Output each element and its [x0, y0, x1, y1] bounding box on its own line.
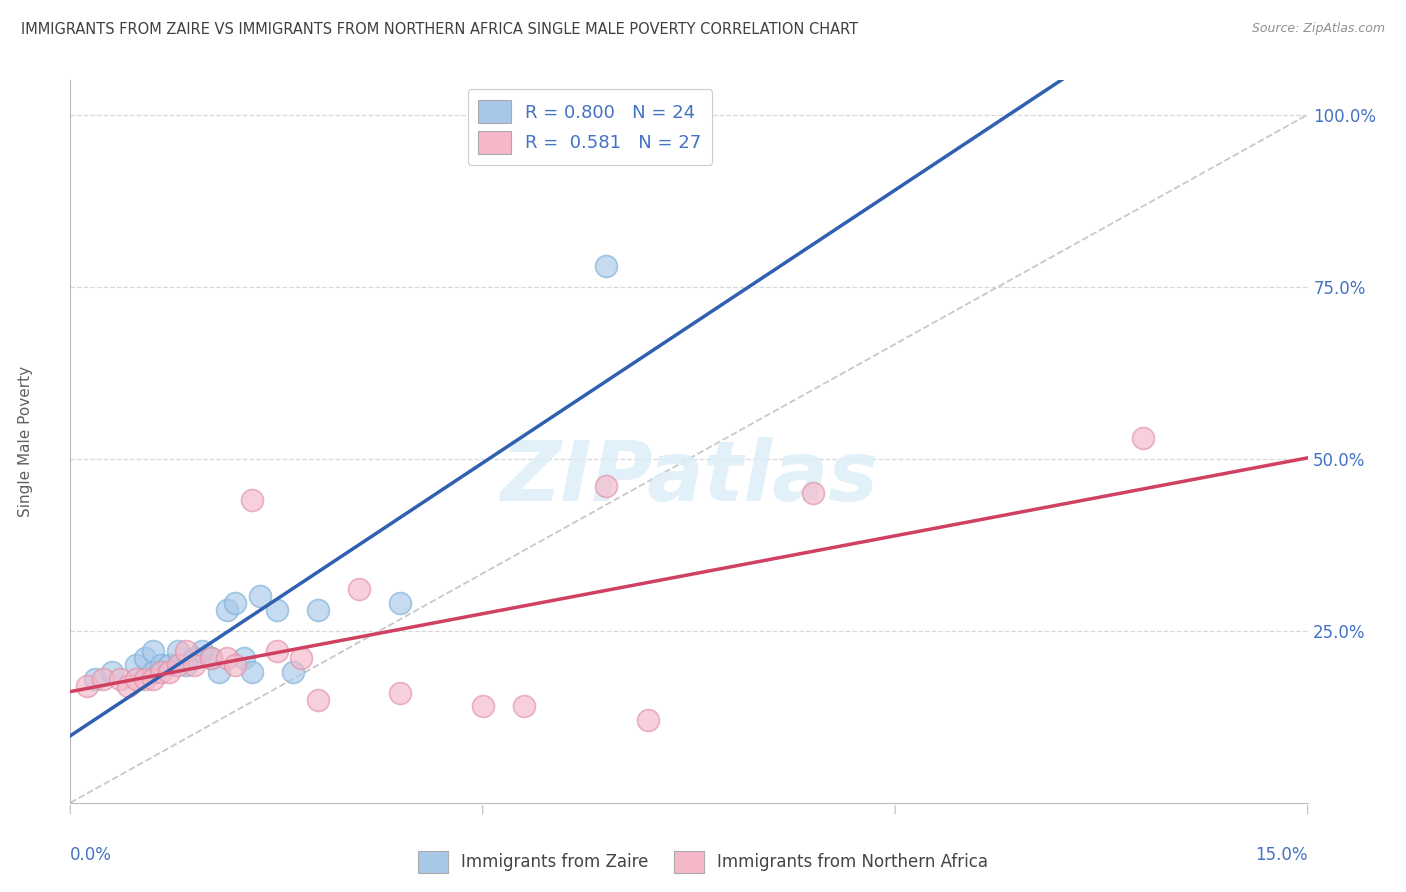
Point: [471, 699, 494, 714]
Point: [595, 259, 617, 273]
Point: [84, 672, 107, 686]
Point: [125, 672, 148, 686]
Point: [134, 651, 156, 665]
Text: Source: ZipAtlas.com: Source: ZipAtlas.com: [1251, 22, 1385, 36]
Point: [142, 665, 165, 679]
Text: Single Male Poverty: Single Male Poverty: [18, 366, 34, 517]
Point: [389, 596, 412, 610]
Point: [108, 672, 131, 686]
Point: [134, 672, 156, 686]
Point: [157, 658, 180, 673]
Point: [157, 665, 180, 679]
Point: [801, 486, 824, 500]
Text: 15.0%: 15.0%: [1256, 847, 1308, 864]
Point: [191, 644, 214, 658]
Point: [100, 665, 122, 679]
Point: [307, 692, 329, 706]
Point: [183, 658, 205, 673]
Point: [224, 596, 246, 610]
Point: [200, 651, 222, 665]
Legend: R = 0.800   N = 24, R =  0.581   N = 27: R = 0.800 N = 24, R = 0.581 N = 27: [468, 89, 713, 165]
Point: [125, 658, 148, 673]
Point: [174, 644, 197, 658]
Point: [142, 644, 165, 658]
Point: [1132, 431, 1154, 445]
Point: [240, 493, 263, 508]
Point: [266, 644, 288, 658]
Legend: Immigrants from Zaire, Immigrants from Northern Africa: Immigrants from Zaire, Immigrants from N…: [412, 845, 994, 880]
Point: [637, 713, 659, 727]
Point: [166, 658, 188, 673]
Text: 0.0%: 0.0%: [70, 847, 112, 864]
Point: [389, 686, 412, 700]
Point: [240, 665, 263, 679]
Point: [281, 665, 304, 679]
Point: [290, 651, 312, 665]
Point: [595, 479, 617, 493]
Point: [266, 603, 288, 617]
Point: [307, 603, 329, 617]
Point: [215, 651, 238, 665]
Point: [200, 651, 222, 665]
Point: [150, 658, 173, 673]
Point: [142, 672, 165, 686]
Point: [117, 679, 139, 693]
Point: [513, 699, 536, 714]
Point: [76, 679, 98, 693]
Point: [249, 590, 271, 604]
Point: [150, 665, 173, 679]
Point: [224, 658, 246, 673]
Point: [215, 603, 238, 617]
Text: ZIPatlas: ZIPatlas: [501, 437, 877, 518]
Point: [166, 644, 188, 658]
Point: [347, 582, 370, 597]
Text: IMMIGRANTS FROM ZAIRE VS IMMIGRANTS FROM NORTHERN AFRICA SINGLE MALE POVERTY COR: IMMIGRANTS FROM ZAIRE VS IMMIGRANTS FROM…: [21, 22, 858, 37]
Point: [208, 665, 231, 679]
Point: [183, 651, 205, 665]
Point: [174, 658, 197, 673]
Point: [232, 651, 254, 665]
Point: [91, 672, 114, 686]
